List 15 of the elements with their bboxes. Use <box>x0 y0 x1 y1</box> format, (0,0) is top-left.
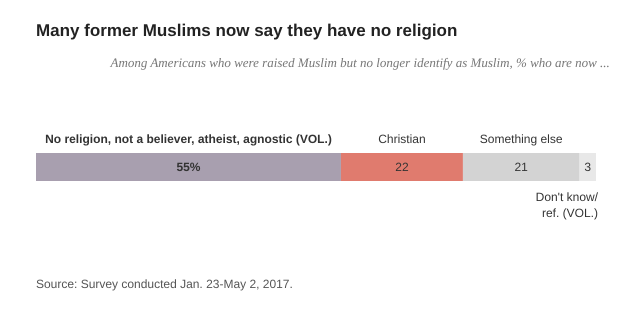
bar <box>462 153 580 181</box>
series-label: No religion, not a believer, atheist, agnostic (VOL.) <box>45 132 332 146</box>
bar <box>579 153 596 181</box>
data-label: 3 <box>584 160 592 174</box>
bar <box>340 153 463 181</box>
data-label: 21 <box>514 160 528 174</box>
data-label: 55% <box>176 160 201 174</box>
bar <box>36 153 341 181</box>
data-label: 22 <box>395 160 409 174</box>
series-label: Don't know/ ref. (VOL.) <box>536 190 599 220</box>
chart-title: Many former Muslims now say they have no religion <box>36 21 458 40</box>
series-label: Christian <box>378 132 426 146</box>
chart-subtitle: Among Americans who were raised Muslim but no longer identify as Muslim, % who are now ... <box>109 55 610 70</box>
series-label: Something else <box>480 132 563 146</box>
source-note: Source: Survey conducted Jan. 23-May 2, 2017. <box>36 277 293 291</box>
